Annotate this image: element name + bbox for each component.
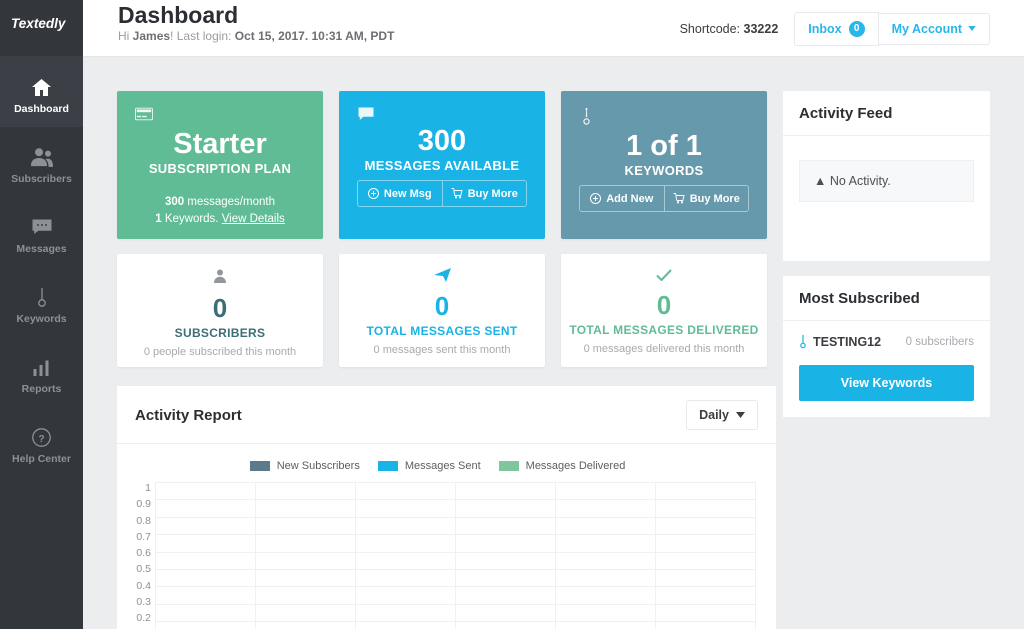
svg-text:Textedly: Textedly — [11, 16, 67, 31]
svg-text:?: ? — [38, 434, 44, 445]
